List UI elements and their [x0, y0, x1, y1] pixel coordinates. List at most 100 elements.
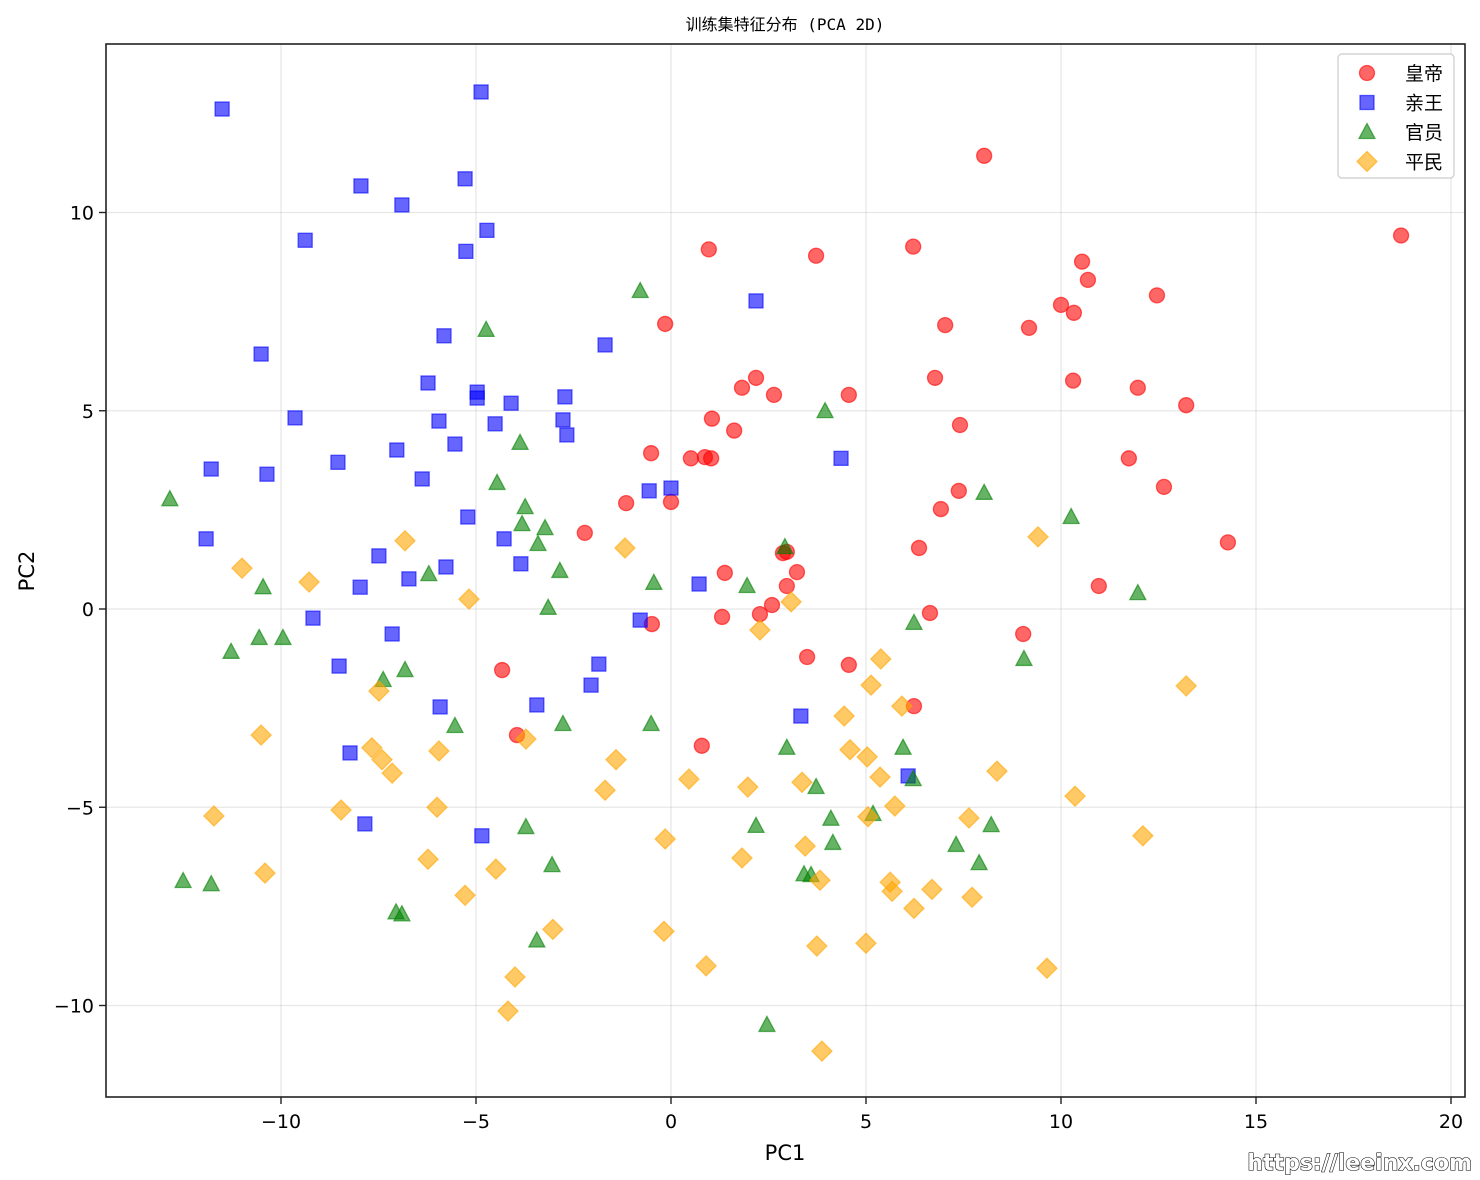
square-point — [253, 346, 269, 362]
diamond-point — [381, 762, 404, 785]
x-tick-label: 15 — [1244, 1111, 1268, 1133]
diamond-point — [920, 878, 943, 901]
triangle-point — [631, 281, 650, 299]
square-point — [203, 461, 219, 477]
square-point — [469, 390, 485, 406]
triangle-point — [250, 628, 269, 646]
triangle-point — [775, 537, 794, 555]
diamond-point — [678, 768, 700, 791]
diamond-point — [961, 886, 983, 909]
diamond-point — [1036, 957, 1058, 980]
legend-label: 亲王 — [1405, 93, 1443, 115]
square-point — [591, 656, 607, 672]
square-point — [529, 697, 545, 713]
y-tick-label: −5 — [66, 797, 94, 819]
diamond-point — [883, 795, 906, 817]
circle-point — [926, 369, 944, 386]
diamond-point — [855, 932, 877, 955]
diamond-point — [1175, 675, 1198, 697]
triangle-point — [445, 716, 465, 734]
square-icon — [1359, 94, 1375, 111]
square-point — [460, 509, 476, 525]
square-point — [447, 436, 463, 452]
chart-title: 训练集特征分布 (PCA 2D) — [686, 15, 885, 34]
circle-point — [693, 737, 710, 754]
diamond-point — [394, 529, 416, 552]
diamond-point — [1131, 824, 1154, 847]
square-point — [457, 171, 473, 187]
circle-point — [1090, 577, 1107, 595]
square-point — [632, 612, 648, 628]
circle-icon — [1358, 64, 1376, 82]
square-point — [663, 480, 679, 496]
circle-point — [1079, 271, 1097, 289]
triangle-point — [542, 855, 562, 873]
square-point — [432, 699, 448, 715]
circle-point — [700, 241, 717, 258]
circle-point — [807, 247, 825, 264]
circle-point — [703, 410, 721, 427]
legend-item: 官员 — [1357, 122, 1443, 144]
watermark: https://leeinx.com — [1247, 1151, 1472, 1176]
series-square — [198, 84, 916, 844]
diamond-point — [298, 571, 320, 593]
square-point — [559, 427, 575, 443]
diamond-point — [805, 935, 828, 957]
square-point — [353, 178, 369, 194]
circle-point — [1020, 319, 1038, 337]
diamond-point — [869, 766, 891, 789]
legend-label: 官员 — [1405, 122, 1443, 144]
diamond-point — [654, 828, 677, 850]
square-point — [305, 610, 321, 626]
square-point — [352, 579, 368, 595]
diamond-point — [1027, 525, 1049, 548]
diamond-point — [484, 858, 507, 881]
square-point — [297, 232, 313, 248]
triangle-point — [821, 808, 840, 826]
circle-point — [662, 493, 680, 511]
triangle-point — [1014, 649, 1034, 667]
diamond-point — [417, 848, 439, 871]
triangle-point — [644, 572, 663, 590]
triangle-point — [757, 1015, 777, 1033]
diamond-point — [794, 835, 817, 858]
circle-point — [1178, 397, 1195, 414]
legend-label: 皇帝 — [1405, 63, 1443, 85]
circle-point — [493, 661, 511, 679]
circle-point — [910, 539, 928, 557]
diamond-point — [856, 745, 879, 768]
diamond-point — [360, 736, 383, 759]
legend-label: 平民 — [1405, 152, 1443, 174]
circle-point — [1073, 253, 1091, 270]
circle-point — [642, 445, 660, 462]
square-point — [487, 416, 503, 432]
triangle-point — [253, 577, 273, 595]
triangle-point — [553, 714, 573, 732]
legend-box — [1337, 53, 1455, 179]
square-point — [458, 243, 474, 260]
circle-point — [733, 379, 751, 396]
circle-point — [840, 656, 857, 674]
diamond-point — [791, 771, 813, 794]
legend-item: 平民 — [1356, 150, 1443, 174]
triangle-point — [512, 514, 532, 532]
triangle-point — [487, 473, 507, 491]
circle-point — [576, 524, 593, 542]
square-point — [557, 389, 573, 405]
circle-point — [1052, 296, 1070, 314]
diamond-point — [367, 680, 390, 702]
triangle-point — [395, 660, 415, 678]
circle-point — [763, 596, 781, 614]
triangle-point — [539, 597, 558, 615]
diamond-point — [515, 728, 537, 750]
diamond-point — [541, 918, 564, 941]
diamond-point — [833, 705, 856, 727]
square-point — [342, 745, 358, 761]
diamond-point — [653, 920, 675, 943]
square-point — [479, 222, 495, 238]
square-point — [748, 293, 764, 309]
circle-point — [1219, 534, 1237, 551]
triangle-point — [947, 835, 966, 853]
diamond-point — [428, 740, 450, 762]
